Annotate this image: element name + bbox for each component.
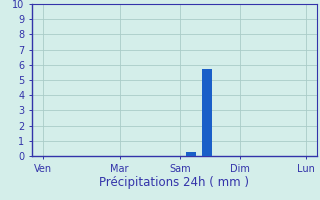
Bar	[186, 152, 196, 156]
Bar	[202, 69, 212, 156]
X-axis label: Précipitations 24h ( mm ): Précipitations 24h ( mm )	[100, 176, 249, 189]
